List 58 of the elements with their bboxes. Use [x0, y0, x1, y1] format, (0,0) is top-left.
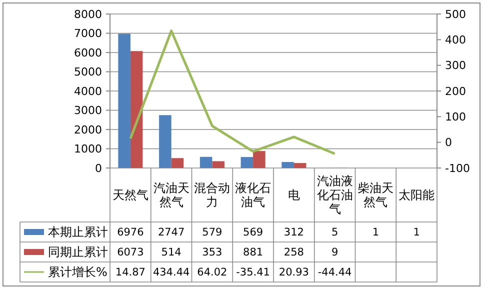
y-tick-label: 7000 — [74, 27, 102, 40]
bar — [159, 115, 172, 168]
data-label: 14.87 — [115, 266, 146, 279]
legend-label: 同期止累计 — [48, 245, 108, 260]
data-label: 20.93 — [278, 266, 309, 279]
legend-label: 累计增长% — [48, 265, 108, 280]
y-tick-label: 4000 — [74, 84, 102, 98]
x-tick-label: 柴油天然气 — [358, 181, 394, 210]
data-label: -35.41 — [236, 266, 270, 279]
data-label: 6976 — [117, 226, 144, 239]
x-tick-label: 太阳能 — [398, 188, 435, 202]
data-label: 312 — [284, 226, 304, 239]
bar — [130, 51, 143, 168]
bar — [118, 34, 130, 168]
y2-tick-label: 200 — [445, 84, 466, 98]
bar — [212, 161, 224, 168]
data-label: 514 — [161, 246, 182, 259]
data-label: 64.02 — [197, 266, 228, 279]
line-series — [129, 30, 336, 155]
data-label: 258 — [284, 246, 304, 259]
x-tick-label: 混合动力 — [194, 181, 230, 210]
y2-tick-label: 400 — [445, 34, 466, 47]
y-tick-label: 0 — [95, 162, 102, 175]
data-label: 1 — [372, 226, 380, 239]
data-label: 569 — [243, 226, 264, 239]
bar — [253, 151, 266, 168]
x-tick-label: 液化石油气 — [235, 181, 272, 210]
data-label: 5 — [331, 226, 338, 239]
data-label: 434.44 — [152, 266, 190, 279]
data-label: 1 — [413, 226, 420, 239]
data-label: 353 — [202, 246, 222, 259]
data-label: 6073 — [117, 246, 144, 259]
data-label: 2747 — [158, 226, 185, 239]
y-tick-label: 1000 — [74, 142, 102, 156]
data-label: 881 — [243, 246, 264, 259]
x-tick-label: 电 — [288, 188, 300, 202]
legend-label: 本期止累计 — [48, 225, 108, 240]
y-tick-label: 3000 — [74, 104, 102, 118]
y2-tick-label: 100 — [445, 110, 466, 124]
x-tick-label: 汽油液化石油气 — [316, 174, 353, 216]
y-tick-label: 6000 — [74, 46, 102, 60]
data-label: 9 — [331, 246, 338, 259]
y2-tick-label: 0 — [445, 136, 452, 150]
bar — [282, 162, 294, 168]
data-label: 579 — [202, 226, 222, 239]
data-label: -44.44 — [318, 266, 352, 279]
bar — [240, 157, 254, 168]
bar — [294, 163, 306, 168]
x-tick-label: 天然气 — [112, 188, 148, 202]
bar — [171, 158, 184, 168]
bar — [200, 156, 212, 168]
y2-tick-label: -100 — [445, 162, 470, 175]
y-tick-label: 8000 — [74, 8, 102, 21]
y2-tick-label: 500 — [445, 8, 466, 21]
x-tick-label: 汽油天然气 — [153, 181, 190, 210]
y2-tick-label: 300 — [445, 59, 466, 72]
y-tick-label: 5000 — [74, 66, 102, 79]
y-tick-label: 2000 — [74, 123, 102, 136]
